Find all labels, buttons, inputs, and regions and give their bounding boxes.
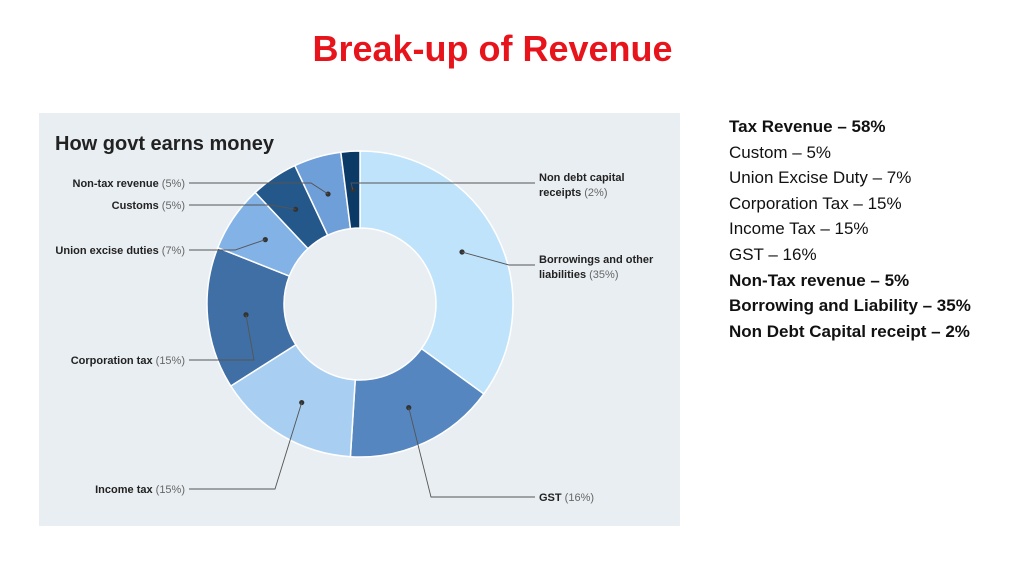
slice-label: Corporation tax (15%) [71, 355, 185, 367]
slice-label: Non debt capital [539, 172, 625, 184]
slice-borrowings-and-other-liabilities [359, 150, 514, 395]
leader-dot [243, 312, 249, 318]
summary-line: Non Debt Capital receipt – 2% [729, 321, 970, 341]
labels-layer: Borrowings and other liabilities (35%) GST… [55, 172, 654, 504]
leader-line [350, 182, 535, 190]
slice-label: Customs (5%) [112, 200, 185, 212]
leader-line [189, 402, 303, 490]
slice-label: GST (16%) [539, 492, 594, 504]
summary-line: Non-Tax revenue – 5% [729, 270, 910, 290]
summary-line: Custom – 5% [729, 142, 832, 162]
slice-label: Income tax (15%) [95, 484, 185, 496]
summary-line: Tax Revenue – 58% [729, 117, 886, 136]
leader-line [408, 407, 535, 498]
slide-title: Break-up of Revenue [312, 28, 673, 69]
slice-label: Non-tax revenue (5%) [73, 178, 185, 190]
leader-line [189, 314, 255, 361]
slices-layer [206, 150, 514, 458]
leader-dot [459, 249, 465, 255]
summary-line: Income Tax – 15% [729, 219, 869, 239]
slice-label: liabilities (35%) [539, 269, 618, 281]
leaders-layer [189, 182, 535, 498]
slice-label: receipts (2%) [539, 187, 607, 199]
chart-title: How govt earns money [55, 133, 275, 155]
chart-panel: How govt earns money Borrowings and othe… [39, 113, 680, 526]
summary-line: Borrowing and Liability – 35% [729, 296, 971, 316]
summary-line: Union Excise Duty – 7% [729, 168, 912, 188]
leader-line [189, 239, 266, 251]
donut-chart: How govt earns money Borrowings and othe… [55, 133, 654, 504]
summary-line: GST – 16% [729, 244, 817, 264]
summary-line: Corporation Tax – 15% [729, 193, 902, 213]
slice-label: Borrowings and other [539, 254, 654, 266]
leader-line [189, 182, 329, 195]
slice-label: Union excise duties (7%) [55, 245, 185, 257]
summary-list: Tax Revenue – 58% Custom – 5% Union Excise… [729, 114, 1019, 344]
leader-line [189, 204, 296, 210]
leader-line [461, 251, 535, 266]
